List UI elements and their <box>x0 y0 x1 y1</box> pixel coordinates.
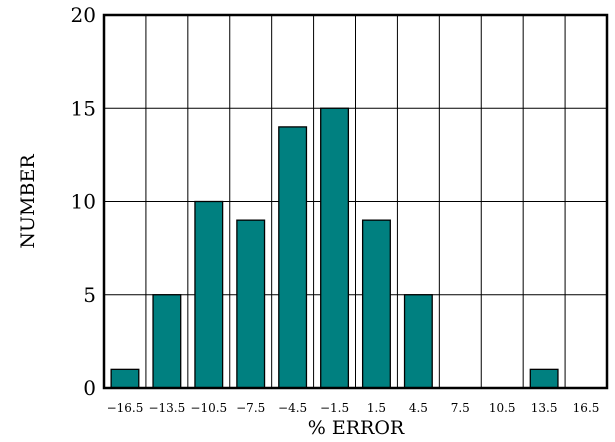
x-tick-label: −10.5 <box>190 401 227 415</box>
x-tick-label: 7.5 <box>451 401 470 415</box>
x-tick-label: 10.5 <box>489 401 516 415</box>
x-tick-label: 16.5 <box>573 401 600 415</box>
bar <box>152 294 182 389</box>
x-tick-label: −7.5 <box>236 401 265 415</box>
y-tick-label: 20 <box>71 3 96 27</box>
bar <box>194 200 224 389</box>
y-tick-label: 15 <box>71 96 96 120</box>
x-tick-label: −4.5 <box>278 401 307 415</box>
bars <box>110 107 559 389</box>
x-axis-title: % ERROR <box>308 417 405 439</box>
x-tick-label: 4.5 <box>409 401 428 415</box>
bar <box>278 126 308 389</box>
x-tick-label: −16.5 <box>107 401 144 415</box>
bar <box>361 219 391 389</box>
y-tick-label: 10 <box>71 190 96 214</box>
plot-frame <box>102 13 609 390</box>
bar <box>320 107 350 389</box>
x-tick-labels: −16.5 −13.5 −10.5 −7.5 −4.5 −1.5 1.5 4.5 7.5 10.5… <box>107 401 600 415</box>
x-tick-label: 13.5 <box>531 401 558 415</box>
y-tick-labels: 0 5 10 15 20 <box>71 3 96 400</box>
x-tick-label: −1.5 <box>320 401 349 415</box>
bar <box>110 368 140 389</box>
x-tick-label: −13.5 <box>148 401 185 415</box>
y-axis-title: NUMBER <box>17 154 39 249</box>
bar <box>236 219 266 389</box>
bar <box>529 368 559 389</box>
grid-lines <box>104 15 607 388</box>
x-tick-label: 1.5 <box>367 401 386 415</box>
y-tick-label: 5 <box>83 283 96 307</box>
bar <box>403 294 433 389</box>
y-tick-label: 0 <box>83 376 96 400</box>
